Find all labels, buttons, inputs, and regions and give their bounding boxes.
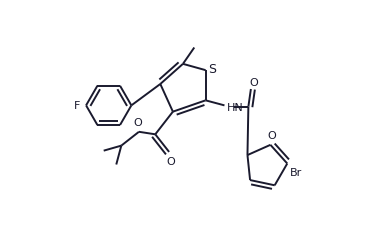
Text: F: F <box>74 101 80 111</box>
Text: O: O <box>250 77 258 87</box>
Text: HN: HN <box>227 102 244 112</box>
Text: S: S <box>208 63 216 76</box>
Text: O: O <box>267 131 276 141</box>
Text: Br: Br <box>290 167 302 177</box>
Text: O: O <box>133 118 142 128</box>
Text: O: O <box>166 157 175 167</box>
